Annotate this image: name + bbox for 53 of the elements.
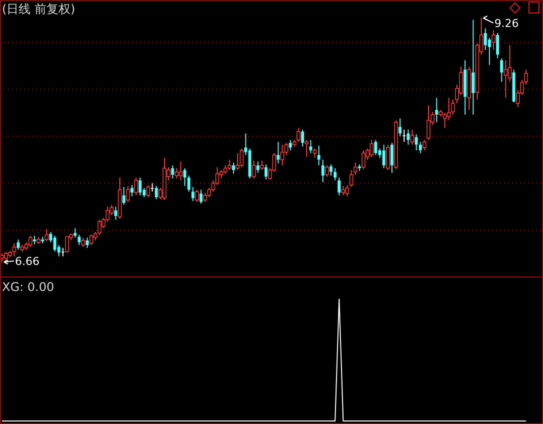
candlestick: [183, 168, 186, 186]
candlestick: [338, 177, 341, 196]
candlestick: [178, 161, 183, 181]
candlestick: [174, 168, 179, 179]
candlestick: [288, 140, 292, 151]
candlestick: [200, 189, 203, 204]
chart-title: (日线 前复权): [2, 2, 76, 16]
chart-title: XG: 0.00: [2, 280, 54, 294]
candlestick: [16, 238, 20, 250]
candlestick: [492, 30, 496, 50]
candlestick: [374, 140, 378, 156]
candlestick: [122, 186, 126, 206]
candlestick: [171, 164, 174, 179]
candlestick: [464, 60, 467, 116]
candlestick: [334, 168, 337, 181]
candlestick: [508, 44, 512, 82]
candlestick: [446, 97, 451, 121]
candlestick: [130, 184, 134, 197]
candlestick: [134, 177, 138, 196]
candlestick: [114, 206, 118, 220]
candlestick: [280, 144, 284, 166]
candlestick: [138, 177, 142, 196]
candlestick: [154, 185, 158, 200]
candlestick: [414, 134, 418, 151]
candlestick: [512, 69, 516, 103]
candlestick: [317, 145, 320, 166]
annotation: 6.66: [15, 255, 40, 268]
candlestick: [504, 60, 508, 98]
candlestick: [496, 32, 500, 59]
candlestick: [256, 161, 260, 174]
candlestick: [398, 118, 402, 137]
candlestick: [341, 185, 346, 196]
candlestick: [472, 19, 475, 116]
candlestick: [191, 186, 194, 202]
candlestick: [382, 144, 386, 169]
candlestick: [248, 148, 252, 179]
candlestick: [406, 129, 410, 146]
candlestick: [484, 28, 487, 50]
candlestick: [321, 159, 324, 183]
candlestick: [187, 175, 190, 192]
candlestick: [276, 141, 280, 164]
candlestick: [330, 164, 333, 176]
candlestick: [264, 164, 268, 180]
candlestick: [32, 235, 36, 245]
candlestick: [12, 242, 16, 257]
candlestick: [488, 37, 491, 66]
candlestick: [232, 162, 236, 174]
candlestick: [418, 141, 422, 154]
candlestick: [86, 237, 89, 248]
annotation: 9.26: [494, 17, 519, 30]
candlestick: [301, 129, 304, 148]
candlestick: [435, 97, 438, 123]
candlestick: [309, 140, 312, 154]
